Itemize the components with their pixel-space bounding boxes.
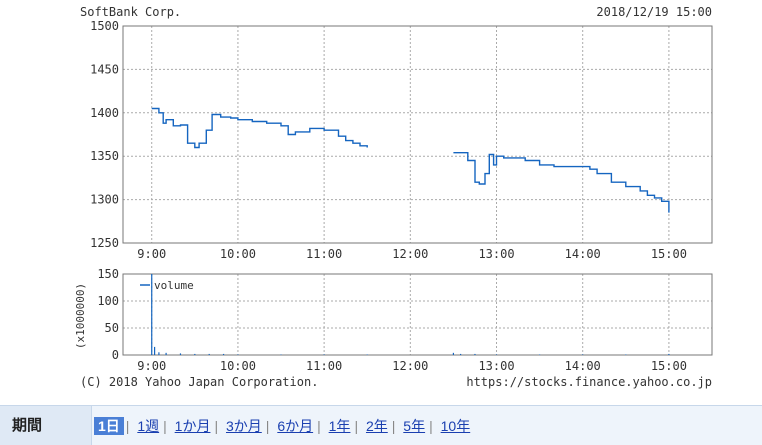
separator: | (163, 418, 167, 434)
separator: | (354, 418, 359, 434)
volume-panel: 0 50 100 150 9:00 10:00 11:00 12:00 13:00 14:00 15… (97, 267, 713, 373)
period-links: 1日 | 1週 | 1か月 | 3か月 | 6か月 | 1年 | 2年 | 5年 | 10年 (94, 416, 472, 436)
x-tick-label: 15:00 (651, 247, 687, 261)
separator: | (125, 418, 130, 434)
x-tick-label: 13:00 (478, 247, 514, 261)
volume-axis-label: (x1000000) (74, 283, 87, 349)
y-tick-label: 1350 (90, 149, 119, 163)
separator: | (214, 418, 219, 434)
x-tick-label: 10:00 (220, 359, 256, 373)
plot-frame (122, 25, 713, 244)
chart-canvas: SoftBank Corp. 2018/12/19 15:00 1250 1300… (74, 5, 713, 389)
y-tick-label: 50 (105, 321, 119, 335)
x-tick-label: 11:00 (306, 247, 342, 261)
period-label: 期間 (0, 406, 92, 445)
period-2y[interactable]: 2年 (365, 418, 388, 434)
y-tick-label: 1450 (90, 62, 119, 76)
separator: | (429, 418, 433, 434)
volume-legend: volume (140, 279, 194, 292)
volume-legend-label: volume (154, 279, 194, 292)
stock-chart: SoftBank Corp. 2018/12/19 15:00 1250 1300… (74, 5, 713, 389)
period-1m[interactable]: 1か月 (174, 418, 211, 434)
separator: | (391, 418, 396, 434)
x-tick-label: 14:00 (565, 359, 601, 373)
x-tick-label: 12:00 (392, 359, 428, 373)
y-tick-label: 1400 (90, 106, 119, 120)
x-tick-label: 10:00 (220, 247, 256, 261)
period-6m[interactable]: 6か月 (277, 418, 314, 434)
y-tick-label: 1250 (90, 236, 119, 250)
separator: | (265, 418, 270, 434)
x-tick-label: 12:00 (392, 247, 428, 261)
period-5y[interactable]: 5年 (403, 418, 426, 434)
source-url: https://stocks.finance.yahoo.co.jp (466, 375, 712, 389)
x-tick-label: 14:00 (565, 247, 601, 261)
separator: | (317, 418, 321, 434)
y-tick-label: 1500 (90, 19, 119, 33)
chart-datetime: 2018/12/19 15:00 (596, 5, 712, 19)
price-series-line (453, 152, 670, 213)
x-tick-label: 9:00 (137, 247, 166, 261)
period-1d[interactable]: 1日 (94, 417, 124, 435)
x-tick-label: 9:00 (137, 359, 166, 373)
period-1y[interactable]: 1年 (328, 418, 351, 434)
price-panel: 1250 1300 1350 1400 1450 1500 9:00 10:00 11:00 12… (90, 19, 713, 261)
company-name: SoftBank Corp. (80, 5, 181, 19)
x-tick-label: 11:00 (306, 359, 342, 373)
period-10y[interactable]: 10年 (440, 418, 471, 434)
y-tick-label: 150 (97, 267, 119, 281)
copyright-text: (C) 2018 Yahoo Japan Corporation. (80, 375, 318, 389)
y-tick-label: 1300 (90, 193, 119, 207)
y-tick-label: 100 (97, 294, 119, 308)
x-tick-label: 13:00 (478, 359, 514, 373)
period-selector: 期間 1日 | 1週 | 1か月 | 3か月 | 6か月 | 1年 | 2年 | 5年 | 10… (0, 405, 762, 445)
y-tick-label: 0 (112, 348, 119, 362)
period-1w[interactable]: 1週 (137, 418, 160, 434)
plot-frame (122, 273, 713, 356)
price-series-line (151, 107, 368, 149)
period-3m[interactable]: 3か月 (225, 418, 262, 434)
x-tick-label: 15:00 (651, 359, 687, 373)
